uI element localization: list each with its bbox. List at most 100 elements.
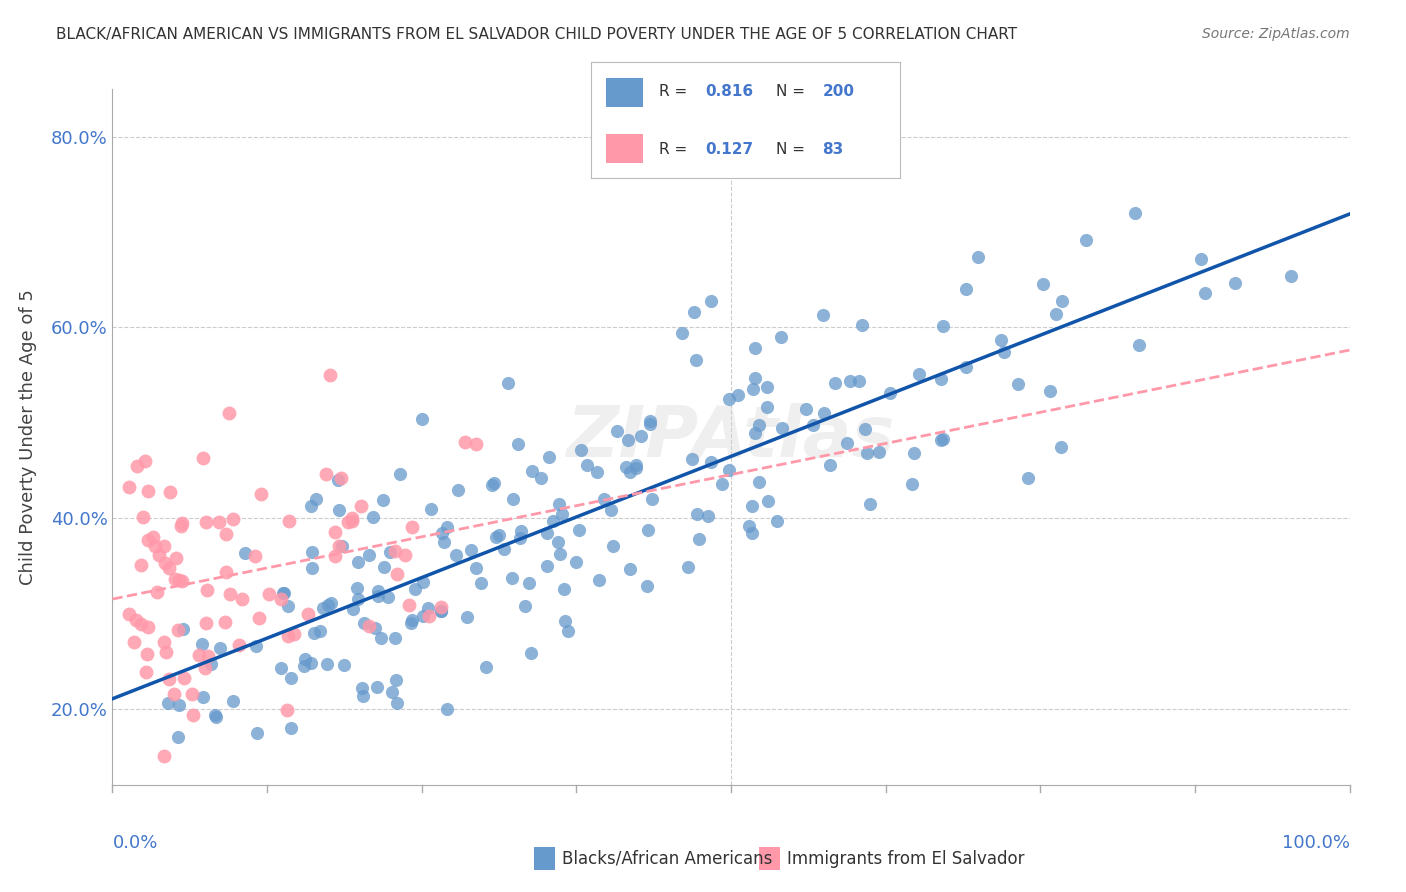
Point xyxy=(294,659,316,673)
Point xyxy=(323,524,346,539)
Text: Source: ZipAtlas.com: Source: ZipAtlas.com xyxy=(1202,27,1350,41)
Point xyxy=(385,673,408,687)
Point xyxy=(276,703,298,717)
Point xyxy=(569,442,592,457)
Point xyxy=(371,493,394,508)
Point xyxy=(233,546,256,560)
Point xyxy=(377,591,399,605)
Point xyxy=(699,455,721,469)
Point xyxy=(142,530,165,544)
Point xyxy=(1076,233,1098,247)
Point xyxy=(172,622,194,636)
Point xyxy=(166,624,188,638)
Point xyxy=(419,502,441,516)
Text: ZIPAtlas: ZIPAtlas xyxy=(567,402,896,472)
Point xyxy=(447,483,470,497)
Y-axis label: Child Poverty Under the Age of 5: Child Poverty Under the Age of 5 xyxy=(18,289,37,585)
Point xyxy=(1045,307,1067,321)
Point xyxy=(470,576,492,591)
Point xyxy=(326,473,349,487)
Text: BLACK/AFRICAN AMERICAN VS IMMIGRANTS FROM EL SALVADOR CHILD POVERTY UNDER THE AG: BLACK/AFRICAN AMERICAN VS IMMIGRANTS FRO… xyxy=(56,27,1018,42)
Point xyxy=(769,329,792,343)
Point xyxy=(270,661,292,675)
Point xyxy=(614,459,637,474)
Point xyxy=(990,333,1012,347)
Point xyxy=(538,450,561,464)
Point xyxy=(1032,277,1054,291)
Point xyxy=(319,368,342,383)
Point xyxy=(515,599,537,613)
Point xyxy=(346,581,368,595)
Point xyxy=(464,561,486,575)
Point xyxy=(681,452,703,467)
Point xyxy=(277,629,299,643)
FancyBboxPatch shape xyxy=(606,78,643,106)
Point xyxy=(638,414,661,428)
Point xyxy=(336,515,359,529)
Point xyxy=(811,308,834,322)
Point xyxy=(218,406,240,420)
Point xyxy=(593,492,616,507)
Point xyxy=(384,543,406,558)
Point xyxy=(484,476,506,491)
Text: N =: N = xyxy=(776,84,810,99)
Point xyxy=(599,503,621,517)
Point xyxy=(1017,471,1039,485)
Point xyxy=(536,559,558,574)
Point xyxy=(686,507,709,521)
Point xyxy=(530,471,553,485)
Point xyxy=(506,436,529,450)
Point xyxy=(250,487,273,501)
Point xyxy=(118,480,141,494)
Point xyxy=(340,511,363,525)
Point xyxy=(1128,338,1150,352)
Point xyxy=(624,461,647,475)
Point xyxy=(299,499,322,513)
Point xyxy=(547,497,569,511)
Point xyxy=(1194,286,1216,301)
Point xyxy=(606,424,628,438)
Point xyxy=(756,494,779,508)
Point xyxy=(433,535,456,549)
Point xyxy=(685,353,707,368)
Point xyxy=(153,635,176,649)
Point xyxy=(219,587,242,601)
Point xyxy=(536,526,558,541)
Point xyxy=(564,555,586,569)
Point xyxy=(280,721,302,735)
Point xyxy=(510,524,533,538)
Point xyxy=(370,632,392,646)
Point xyxy=(557,624,579,638)
Point xyxy=(502,491,524,506)
Point xyxy=(741,499,763,513)
Point xyxy=(411,412,433,426)
Point xyxy=(204,707,226,722)
Point xyxy=(637,523,659,537)
Point xyxy=(134,454,156,468)
Point xyxy=(824,376,846,391)
Text: N =: N = xyxy=(776,142,810,157)
Point xyxy=(359,619,381,633)
Point xyxy=(305,491,328,506)
Point xyxy=(194,661,217,675)
Point xyxy=(381,685,404,699)
Point xyxy=(278,514,301,528)
Point xyxy=(191,637,214,651)
Point xyxy=(135,665,157,679)
Point xyxy=(246,726,269,740)
Point xyxy=(187,648,209,662)
Point xyxy=(277,599,299,613)
Point xyxy=(738,519,761,533)
Point xyxy=(122,635,145,649)
Text: R =: R = xyxy=(658,142,692,157)
Point xyxy=(931,434,953,448)
Point xyxy=(385,567,408,582)
Point xyxy=(932,319,955,334)
Point xyxy=(167,573,190,587)
Point xyxy=(432,525,454,540)
Point xyxy=(136,647,159,661)
Point xyxy=(465,437,488,451)
Point xyxy=(835,435,858,450)
Text: 0.0%: 0.0% xyxy=(112,834,157,852)
Point xyxy=(214,615,236,629)
